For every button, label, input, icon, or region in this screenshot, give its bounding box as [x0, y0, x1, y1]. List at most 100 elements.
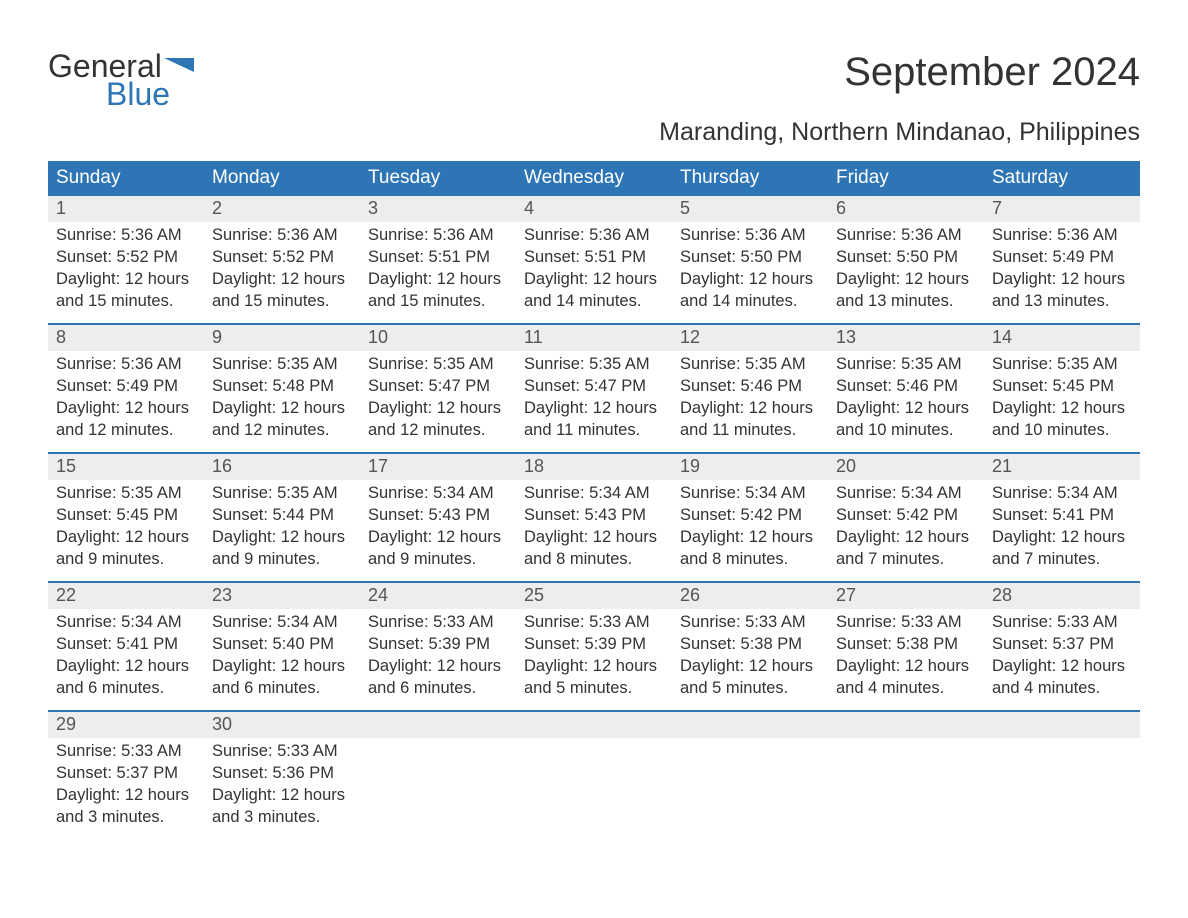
week-row: 29Sunrise: 5:33 AMSunset: 5:37 PMDayligh… — [48, 710, 1140, 839]
day-body: Sunrise: 5:36 AMSunset: 5:50 PMDaylight:… — [828, 222, 984, 321]
day2-line: and 7 minutes. — [992, 549, 1132, 571]
day-cell: 19Sunrise: 5:34 AMSunset: 5:42 PMDayligh… — [672, 454, 828, 581]
day-cell: 9Sunrise: 5:35 AMSunset: 5:48 PMDaylight… — [204, 325, 360, 452]
sunset-line: Sunset: 5:38 PM — [836, 634, 976, 656]
sunset-line: Sunset: 5:38 PM — [680, 634, 820, 656]
day-cell: 11Sunrise: 5:35 AMSunset: 5:47 PMDayligh… — [516, 325, 672, 452]
day-number: 2 — [204, 196, 360, 222]
day2-line: and 15 minutes. — [212, 291, 352, 313]
sunrise-line: Sunrise: 5:35 AM — [212, 354, 352, 376]
day-name: Thursday — [672, 161, 828, 196]
day-body: Sunrise: 5:34 AMSunset: 5:42 PMDaylight:… — [672, 480, 828, 579]
logo: General Blue — [48, 50, 194, 110]
day1-line: Daylight: 12 hours — [680, 398, 820, 420]
day-number: 28 — [984, 583, 1140, 609]
day-cell: 15Sunrise: 5:35 AMSunset: 5:45 PMDayligh… — [48, 454, 204, 581]
day2-line: and 11 minutes. — [524, 420, 664, 442]
day-cell: 12Sunrise: 5:35 AMSunset: 5:46 PMDayligh… — [672, 325, 828, 452]
day-cell: 28Sunrise: 5:33 AMSunset: 5:37 PMDayligh… — [984, 583, 1140, 710]
sunrise-line: Sunrise: 5:35 AM — [836, 354, 976, 376]
day1-line: Daylight: 12 hours — [368, 656, 508, 678]
day-body: Sunrise: 5:33 AMSunset: 5:39 PMDaylight:… — [516, 609, 672, 708]
sunset-line: Sunset: 5:40 PM — [212, 634, 352, 656]
day1-line: Daylight: 12 hours — [368, 398, 508, 420]
day-cell: 17Sunrise: 5:34 AMSunset: 5:43 PMDayligh… — [360, 454, 516, 581]
day2-line: and 9 minutes. — [368, 549, 508, 571]
day1-line: Daylight: 12 hours — [56, 527, 196, 549]
week-row: 22Sunrise: 5:34 AMSunset: 5:41 PMDayligh… — [48, 581, 1140, 710]
sunset-line: Sunset: 5:49 PM — [56, 376, 196, 398]
day-cell: 8Sunrise: 5:36 AMSunset: 5:49 PMDaylight… — [48, 325, 204, 452]
day2-line: and 13 minutes. — [836, 291, 976, 313]
day-number: 26 — [672, 583, 828, 609]
day2-line: and 14 minutes. — [680, 291, 820, 313]
location-subtitle: Maranding, Northern Mindanao, Philippine… — [48, 118, 1140, 147]
day-cell: 13Sunrise: 5:35 AMSunset: 5:46 PMDayligh… — [828, 325, 984, 452]
day-body: Sunrise: 5:36 AMSunset: 5:51 PMDaylight:… — [360, 222, 516, 321]
day-name: Wednesday — [516, 161, 672, 196]
day-cell: 3Sunrise: 5:36 AMSunset: 5:51 PMDaylight… — [360, 196, 516, 323]
sunset-line: Sunset: 5:47 PM — [368, 376, 508, 398]
day1-line: Daylight: 12 hours — [212, 527, 352, 549]
day-body: Sunrise: 5:33 AMSunset: 5:37 PMDaylight:… — [48, 738, 204, 837]
sunset-line: Sunset: 5:41 PM — [56, 634, 196, 656]
sunrise-line: Sunrise: 5:36 AM — [212, 225, 352, 247]
day-number: 7 — [984, 196, 1140, 222]
sunset-line: Sunset: 5:45 PM — [56, 505, 196, 527]
day-cell: 25Sunrise: 5:33 AMSunset: 5:39 PMDayligh… — [516, 583, 672, 710]
day-body: Sunrise: 5:36 AMSunset: 5:51 PMDaylight:… — [516, 222, 672, 321]
day2-line: and 6 minutes. — [368, 678, 508, 700]
day-body — [828, 738, 984, 749]
day-body: Sunrise: 5:36 AMSunset: 5:52 PMDaylight:… — [48, 222, 204, 321]
day-body: Sunrise: 5:34 AMSunset: 5:40 PMDaylight:… — [204, 609, 360, 708]
day-cell: 29Sunrise: 5:33 AMSunset: 5:37 PMDayligh… — [48, 712, 204, 839]
page-title: September 2024 — [844, 50, 1140, 95]
day1-line: Daylight: 12 hours — [212, 656, 352, 678]
sunset-line: Sunset: 5:50 PM — [680, 247, 820, 269]
day-number: 24 — [360, 583, 516, 609]
sunset-line: Sunset: 5:41 PM — [992, 505, 1132, 527]
sunset-line: Sunset: 5:47 PM — [524, 376, 664, 398]
day-body — [672, 738, 828, 749]
sunrise-line: Sunrise: 5:36 AM — [836, 225, 976, 247]
day-cell: 5Sunrise: 5:36 AMSunset: 5:50 PMDaylight… — [672, 196, 828, 323]
day2-line: and 5 minutes. — [524, 678, 664, 700]
day1-line: Daylight: 12 hours — [56, 785, 196, 807]
day-body: Sunrise: 5:35 AMSunset: 5:47 PMDaylight:… — [516, 351, 672, 450]
sunset-line: Sunset: 5:46 PM — [836, 376, 976, 398]
day-number: 4 — [516, 196, 672, 222]
day-cell: 27Sunrise: 5:33 AMSunset: 5:38 PMDayligh… — [828, 583, 984, 710]
sunrise-line: Sunrise: 5:35 AM — [524, 354, 664, 376]
day2-line: and 11 minutes. — [680, 420, 820, 442]
day2-line: and 9 minutes. — [212, 549, 352, 571]
day-body: Sunrise: 5:35 AMSunset: 5:47 PMDaylight:… — [360, 351, 516, 450]
day-number: 14 — [984, 325, 1140, 351]
sunrise-line: Sunrise: 5:34 AM — [212, 612, 352, 634]
day-body: Sunrise: 5:35 AMSunset: 5:44 PMDaylight:… — [204, 480, 360, 579]
day2-line: and 4 minutes. — [992, 678, 1132, 700]
day-body: Sunrise: 5:36 AMSunset: 5:52 PMDaylight:… — [204, 222, 360, 321]
day2-line: and 12 minutes. — [56, 420, 196, 442]
day2-line: and 9 minutes. — [56, 549, 196, 571]
sunset-line: Sunset: 5:37 PM — [992, 634, 1132, 656]
day-cell: 6Sunrise: 5:36 AMSunset: 5:50 PMDaylight… — [828, 196, 984, 323]
day-body: Sunrise: 5:34 AMSunset: 5:43 PMDaylight:… — [360, 480, 516, 579]
sunrise-line: Sunrise: 5:33 AM — [524, 612, 664, 634]
day-number — [672, 712, 828, 738]
day1-line: Daylight: 12 hours — [524, 656, 664, 678]
day-number: 19 — [672, 454, 828, 480]
sunrise-line: Sunrise: 5:34 AM — [368, 483, 508, 505]
day-cell: 21Sunrise: 5:34 AMSunset: 5:41 PMDayligh… — [984, 454, 1140, 581]
day2-line: and 14 minutes. — [524, 291, 664, 313]
day-cell — [672, 712, 828, 839]
day1-line: Daylight: 12 hours — [524, 269, 664, 291]
sunrise-line: Sunrise: 5:33 AM — [836, 612, 976, 634]
sunrise-line: Sunrise: 5:34 AM — [992, 483, 1132, 505]
sunset-line: Sunset: 5:37 PM — [56, 763, 196, 785]
day1-line: Daylight: 12 hours — [836, 398, 976, 420]
day-number: 20 — [828, 454, 984, 480]
sunrise-line: Sunrise: 5:34 AM — [524, 483, 664, 505]
day-body: Sunrise: 5:36 AMSunset: 5:50 PMDaylight:… — [672, 222, 828, 321]
day-number: 10 — [360, 325, 516, 351]
day-body: Sunrise: 5:33 AMSunset: 5:38 PMDaylight:… — [672, 609, 828, 708]
